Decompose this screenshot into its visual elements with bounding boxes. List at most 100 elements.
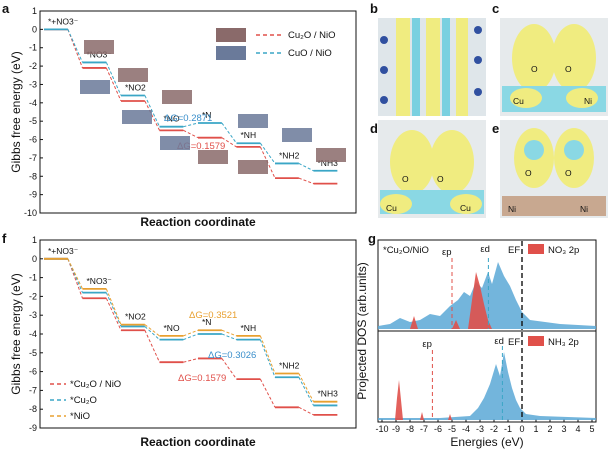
ytick-label: -6 — [29, 367, 37, 377]
isosurface-band — [456, 18, 468, 116]
ytick-label: 0 — [32, 254, 37, 264]
pdos-bottom-eps-p-label: εp — [422, 339, 432, 350]
panel-g-ylabel: Projected DOS (arb.units) — [355, 262, 369, 399]
step-label: *N — [202, 110, 211, 120]
ytick-label: -4 — [29, 329, 37, 339]
panel-c-isosurface — [502, 24, 606, 112]
ytick-label: 0 — [32, 24, 37, 34]
pdos-bottom: εp εd EF NH₃ 2p — [378, 332, 596, 421]
step-label: *NO — [164, 323, 180, 333]
structure-thumb — [162, 90, 192, 104]
ytick-label: 1 — [32, 235, 37, 245]
energy-connector-2-4 — [221, 329, 237, 337]
panel-g-xlabel: Energies (eV) — [450, 435, 523, 449]
ytick-label: -1 — [29, 273, 37, 283]
ytick-label: -2 — [29, 61, 37, 71]
panel-c-letter: c — [492, 1, 499, 16]
step-label: *NO3⁻ — [87, 276, 113, 286]
energy-connector-2-0 — [67, 258, 83, 290]
structure-thumb — [118, 68, 148, 82]
panel-f-yticks: 1 0 -1 -2 -3 -4 -5 -6 -7 -8 -9 — [29, 235, 43, 433]
panel-f-legend: *Cu₂O / NiO *Cu₂O *NiO — [50, 379, 121, 422]
panel-a-frame — [39, 10, 357, 214]
energy-connector-0-4 — [221, 358, 237, 380]
pdos-bottom-legend-swatch — [528, 336, 544, 346]
isosurface-band — [396, 18, 410, 116]
step-label: *NO2 — [125, 312, 146, 322]
step-label: *NH — [241, 130, 257, 140]
structure-thumb — [122, 110, 152, 124]
panel-a-series — [44, 28, 338, 185]
ytick-label: -8 — [29, 404, 37, 414]
struct-label: Cu — [513, 96, 524, 106]
energy-connector-0-6 — [298, 406, 314, 416]
energy-connector-0-2 — [144, 330, 160, 363]
step-label: *NH3 — [318, 158, 339, 168]
panel-a-legend: Cu₂O / NiO CuO / NiO — [216, 28, 336, 60]
legend-thumb-cu2o — [216, 28, 246, 42]
step-label: *NH2 — [279, 360, 300, 370]
panel-a-xlabel: Reaction coordinate — [140, 215, 256, 229]
energy-connector-1-4 — [221, 122, 237, 144]
energy-connector-2-2 — [144, 324, 160, 337]
energy-connector-0-1 — [105, 67, 122, 102]
step-label: *NO — [164, 114, 180, 124]
panel-c: c O O Cu Ni — [492, 1, 608, 116]
pdos-top-ef-label: EF — [508, 245, 520, 256]
panel-f-step-labels: *+NO3⁻ *NO3⁻ *NO2 *NO *N *NH *NH2 *NH3 — [48, 246, 338, 399]
struct-label: Ni — [508, 204, 516, 214]
xtick-label: -4 — [462, 424, 470, 434]
panel-g-letter: g — [368, 231, 376, 246]
step-label: *N — [202, 317, 211, 327]
energy-connector-0-3 — [183, 357, 199, 363]
ytick-label: -9 — [29, 190, 37, 200]
energy-connector-1-2 — [144, 326, 160, 341]
legend-text-cu2o: *Cu₂O — [70, 395, 97, 406]
panel-a-letter: a — [2, 1, 10, 16]
panel-f: f 1 0 -1 -2 -3 -4 -5 -6 -7 -8 -9 Gibbs free energy… — [2, 231, 357, 449]
ytick-label: -7 — [29, 153, 37, 163]
legend-text-cuo: CuO / NiO — [288, 48, 332, 59]
energy-connector-1-6 — [298, 162, 314, 172]
struct-label: O — [565, 64, 572, 74]
xtick-label: 3 — [561, 424, 566, 434]
ytick-label: -1 — [29, 43, 37, 53]
energy-connector-1-1 — [105, 292, 122, 327]
structure-thumb — [238, 114, 268, 128]
energy-connector-0-3 — [183, 129, 199, 139]
energy-connector-0-4 — [221, 137, 237, 148]
pdos-top-legend-swatch — [528, 244, 544, 254]
energy-connector-0-5 — [259, 378, 276, 408]
ytick-label: -3 — [29, 79, 37, 89]
pdos-top: *Cu₂O/NiO εp εd EF NO₃ 2p — [378, 241, 596, 330]
energy-connector-1-3 — [183, 122, 199, 128]
xtick-label: -7 — [420, 424, 428, 434]
xtick-label: 2 — [547, 424, 552, 434]
energy-connector-2-5 — [259, 335, 276, 374]
ytick-label: -5 — [29, 348, 37, 358]
isosurface-band — [412, 18, 420, 116]
structure-thumb — [282, 128, 312, 142]
xtick-label: -5 — [448, 424, 456, 434]
energy-connector-1-4 — [221, 333, 237, 341]
panel-f-letter: f — [2, 231, 7, 246]
xtick-label: -8 — [406, 424, 414, 434]
legend-text-cu2o-nio: *Cu₂O / NiO — [70, 379, 121, 390]
energy-connector-1-5 — [259, 142, 276, 164]
ytick-label: -4 — [29, 98, 37, 108]
ytick-label: -6 — [29, 135, 37, 145]
panel-f-xlabel: Reaction coordinate — [140, 435, 256, 449]
ytick-label: -7 — [29, 385, 37, 395]
panel-b-isosurface — [380, 18, 482, 116]
panel-b-letter: b — [370, 1, 378, 16]
energy-connector-2-1 — [105, 288, 122, 325]
isosurface-band — [442, 18, 450, 116]
panel-a-annotation-0: ΔG=0.2871 — [164, 113, 212, 124]
ytick-label: -2 — [29, 291, 37, 301]
xtick-label: 4 — [575, 424, 580, 434]
step-label: *NH — [241, 323, 257, 333]
panel-e-letter: e — [492, 121, 499, 136]
xtick-label: -1 — [504, 424, 512, 434]
pdos-bottom-d-band — [378, 352, 596, 420]
